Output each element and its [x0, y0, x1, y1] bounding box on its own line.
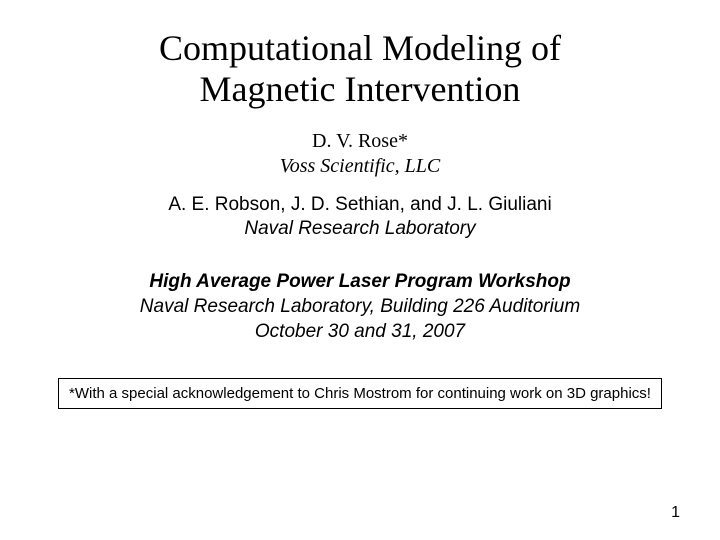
author-block-2: A. E. Robson, J. D. Sethian, and J. L. G…	[50, 193, 670, 242]
acknowledgement-text: *With a special acknowledgement to Chris…	[69, 385, 651, 402]
author-2-names: A. E. Robson, J. D. Sethian, and J. L. G…	[168, 194, 551, 215]
page-number: 1	[671, 504, 680, 522]
author-1-affiliation: Voss Scientific, LLC	[280, 155, 441, 177]
workshop-location: Naval Research Laboratory, Building 226 …	[140, 296, 580, 317]
slide-title: Computational Modeling of Magnetic Inter…	[50, 28, 670, 111]
acknowledgement-box: *With a special acknowledgement to Chris…	[58, 378, 662, 409]
title-line-1: Computational Modeling of	[159, 28, 561, 68]
slide: Computational Modeling of Magnetic Inter…	[0, 0, 720, 540]
workshop-block: High Average Power Laser Program Worksho…	[50, 270, 670, 344]
workshop-title: High Average Power Laser Program Worksho…	[149, 271, 570, 292]
author-1-name: D. V. Rose*	[312, 130, 408, 152]
title-line-2: Magnetic Intervention	[200, 69, 521, 109]
author-2-affiliation: Naval Research Laboratory	[244, 218, 475, 239]
author-block-1: D. V. Rose* Voss Scientific, LLC	[50, 129, 670, 179]
workshop-date: October 30 and 31, 2007	[255, 321, 465, 342]
